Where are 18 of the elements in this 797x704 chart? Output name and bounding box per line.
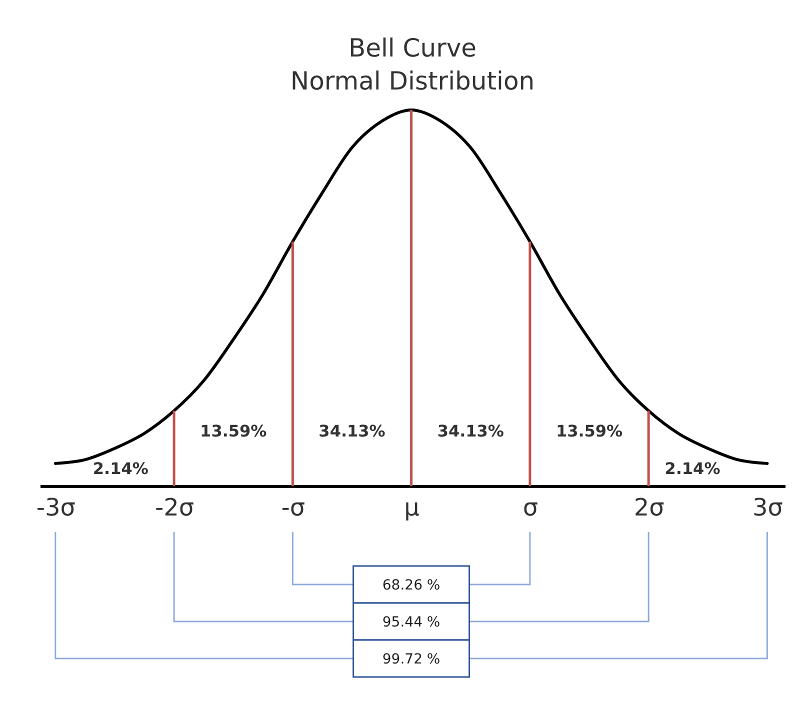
text: 99.72 % [382, 652, 440, 668]
x-tick-label: -σ [281, 494, 306, 522]
x-tick-label: -2σ [154, 494, 194, 522]
text: 95.44 % [382, 614, 440, 630]
x-tick-label: -3σ [36, 494, 76, 522]
x-tick-label: 2σ [634, 494, 664, 522]
chart-subtitle: Normal Distribution [290, 66, 535, 96]
annotation: 2.14% [92, 459, 148, 478]
annotation: 34.13% [318, 421, 386, 440]
chart-title: Bell Curve [348, 34, 477, 62]
x-tick-label: μ [404, 494, 420, 522]
annotation: 34.13% [437, 421, 504, 440]
annotation: 13.59% [556, 421, 623, 440]
x-tick-label: σ [522, 494, 538, 522]
annotation: 13.59% [200, 421, 267, 440]
text: 68.26 % [382, 578, 440, 594]
annotation: 2.14% [664, 459, 720, 478]
x-tick-label: 3σ [752, 494, 783, 522]
